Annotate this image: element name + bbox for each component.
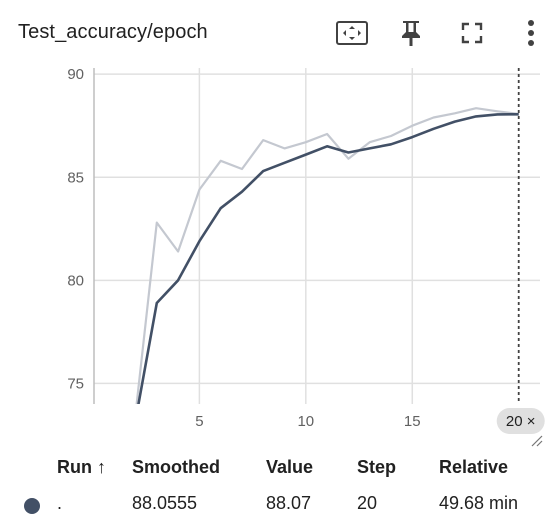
value-cell: 88.07: [266, 493, 312, 513]
x-tick-label: 5: [195, 413, 203, 430]
top-mask: [0, 60, 552, 68]
smoothed-column-header[interactable]: Smoothed: [132, 457, 220, 477]
run-column-header[interactable]: Run ↑: [57, 457, 106, 477]
chart-title: Test_accuracy/epoch: [18, 21, 208, 43]
run-color-dot: [24, 498, 40, 514]
more-vert-icon: [528, 20, 534, 46]
value-column-header[interactable]: Value: [266, 457, 314, 477]
step-column-header[interactable]: Step: [357, 457, 397, 477]
relative-cell: 49.68 min: [439, 493, 519, 513]
x-tick-label: 10: [297, 413, 314, 430]
step-cell: 20: [357, 493, 378, 513]
fullscreen-button[interactable]: [455, 16, 489, 50]
fullscreen-icon: [461, 22, 483, 44]
cursor-step-chip: [496, 408, 545, 434]
resize-grip-icon: [531, 435, 543, 447]
relative-column-header[interactable]: Relative: [439, 457, 509, 477]
x-tick-label: 15: [404, 413, 421, 430]
raw-series-line: [135, 107, 519, 404]
series-group: [135, 107, 519, 404]
cursor-step-label: 20 ×: [506, 413, 536, 430]
resize-grip-icon: [536, 440, 543, 447]
card-header: Test_accuracy/epoch: [0, 0, 552, 66]
line-chart[interactable]: 5 10 15 75 80 85 90 20 ×: [0, 60, 552, 448]
fit-domain-icon: [336, 21, 368, 45]
fit-domain-button[interactable]: [335, 16, 369, 50]
y-tick-label: 80: [67, 272, 84, 289]
smoothed-series-line: [137, 113, 519, 404]
smoothed-cell: 88.0555: [132, 493, 198, 513]
run-name-cell: .: [57, 493, 63, 513]
y-tick-label: 85: [67, 169, 84, 186]
pin-icon: [402, 21, 420, 46]
pin-button[interactable]: [394, 16, 428, 50]
more-options-button[interactable]: [514, 16, 548, 50]
y-tick-label: 75: [67, 375, 84, 392]
y-tick-label: 90: [67, 66, 84, 83]
